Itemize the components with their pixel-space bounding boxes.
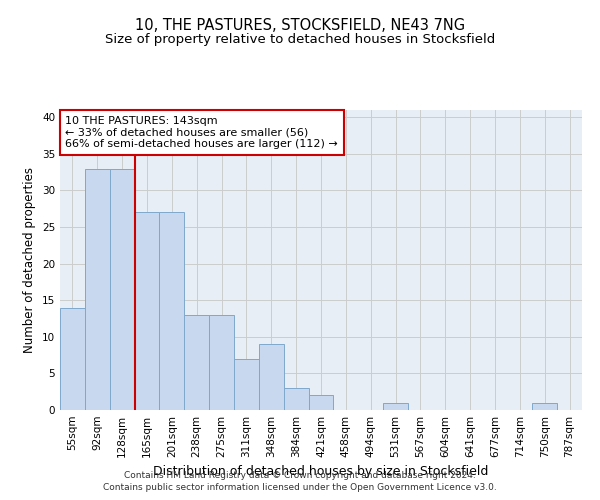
Bar [284,388,308,410]
Bar [234,359,259,410]
Bar [383,402,408,410]
Text: 10 THE PASTURES: 143sqm
← 33% of detached houses are smaller (56)
66% of semi-de: 10 THE PASTURES: 143sqm ← 33% of detache… [65,116,338,149]
Text: Contains HM Land Registry data © Crown copyright and database right 2024.: Contains HM Land Registry data © Crown c… [124,471,476,480]
Bar [60,308,85,410]
Bar [85,168,110,410]
Text: 10, THE PASTURES, STOCKSFIELD, NE43 7NG: 10, THE PASTURES, STOCKSFIELD, NE43 7NG [135,18,465,32]
Text: Size of property relative to detached houses in Stocksfield: Size of property relative to detached ho… [105,32,495,46]
Bar [110,168,134,410]
Text: Contains public sector information licensed under the Open Government Licence v3: Contains public sector information licen… [103,484,497,492]
Bar [209,315,234,410]
Bar [532,402,557,410]
Bar [184,315,209,410]
X-axis label: Distribution of detached houses by size in Stocksfield: Distribution of detached houses by size … [154,466,488,478]
Bar [259,344,284,410]
Bar [134,212,160,410]
Y-axis label: Number of detached properties: Number of detached properties [23,167,37,353]
Bar [160,212,184,410]
Bar [308,396,334,410]
